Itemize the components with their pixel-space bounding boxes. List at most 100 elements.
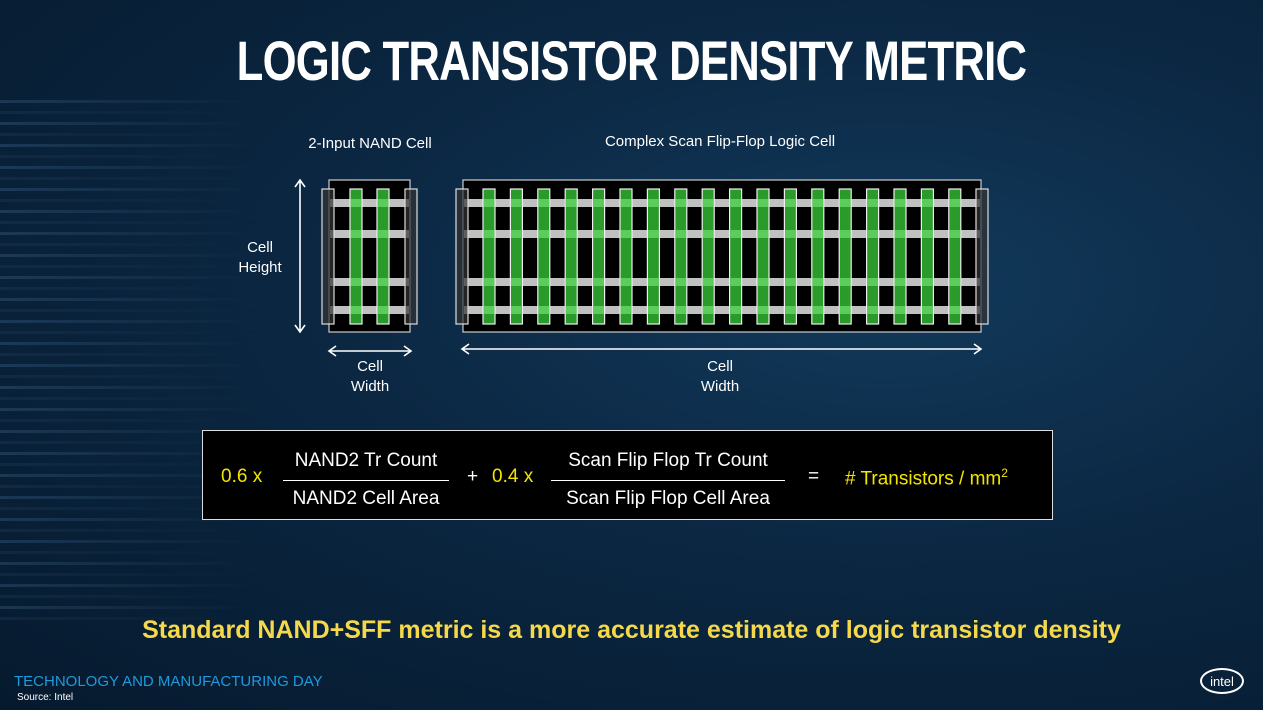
source-note: Source: Intel	[17, 692, 74, 703]
sff-gate-overlap	[785, 230, 796, 238]
sff-gate-overlap	[511, 306, 522, 314]
sff-gate	[783, 188, 798, 325]
sff-gate-overlap	[839, 278, 851, 286]
result-text: # Transistors / mm	[845, 468, 1002, 490]
sff-width-label: Cell Width	[680, 357, 760, 397]
sff-right-pin	[975, 188, 989, 325]
sff-gate-overlap	[565, 278, 577, 286]
nand-gate-overlap	[377, 230, 389, 238]
sff-metal-rail	[464, 230, 980, 238]
cell-diagram	[294, 178, 989, 357]
sff-left-pin	[455, 188, 469, 325]
sff-gate-overlap	[922, 278, 933, 286]
sff-gate-overlap	[867, 278, 878, 286]
sff-gate-overlap	[675, 306, 687, 314]
sff-gate	[728, 188, 743, 325]
sff-gate-overlap	[565, 306, 577, 314]
sff-gate-overlap	[675, 199, 687, 207]
sff-gate-overlap	[867, 230, 878, 238]
sff-gate-overlap	[757, 306, 769, 314]
sff-gate-overlap	[949, 230, 961, 238]
sff-gate	[838, 188, 852, 325]
sff-gate-overlap	[812, 306, 824, 314]
sff-gate-overlap	[565, 230, 577, 238]
sff-width-arrow	[460, 343, 983, 355]
sff-coefficient: 0.4 x	[492, 466, 534, 487]
sff-gate-overlap	[730, 306, 741, 314]
sff-gate-overlap	[593, 306, 604, 314]
sff-gate-overlap	[620, 199, 632, 207]
sff-width-label-line1: Cell	[707, 358, 733, 375]
sff-gate-overlap	[730, 230, 741, 238]
density-formula: 0.6 x NAND2 Tr Count NAND2 Cell Area + 0…	[202, 430, 1053, 520]
nand-width-arrow	[327, 345, 413, 357]
sff-gate-overlap	[730, 199, 741, 207]
sff-gate-overlap	[785, 278, 796, 286]
sff-gate-overlap	[483, 230, 495, 238]
sff-gate-overlap	[538, 278, 550, 286]
sff-gate-overlap	[648, 306, 659, 314]
sff-gate-overlap	[675, 230, 687, 238]
sff-gate-overlap	[839, 230, 851, 238]
nand-fraction: NAND2 Tr Count NAND2 Cell Area	[283, 450, 449, 510]
sff-gate-overlap	[757, 199, 769, 207]
cell-height-label-line1: Cell	[247, 239, 273, 256]
nand-width-label-line1: Cell	[357, 358, 383, 375]
nand-metal-rail	[330, 306, 409, 314]
nand-gate-overlap	[350, 199, 362, 207]
sff-gate-overlap	[702, 306, 714, 314]
nand-denominator: NAND2 Cell Area	[292, 488, 440, 509]
sff-gate-overlap	[593, 199, 604, 207]
sff-gate-overlap	[894, 199, 906, 207]
event-footer: TECHNOLOGY AND MANUFACTURING DAY	[14, 673, 323, 690]
cell-height-label-line2: Height	[238, 259, 282, 276]
formula-result: # Transistors / mm2	[845, 466, 1008, 490]
sff-gate	[537, 188, 551, 325]
nand-gate	[376, 188, 390, 325]
sff-gate-overlap	[839, 199, 851, 207]
sff-gate-overlap	[702, 230, 714, 238]
sff-gate-overlap	[511, 199, 522, 207]
sff-gate-overlap	[894, 230, 906, 238]
nand-coefficient: 0.6 x	[221, 466, 263, 487]
cell-height-label: Cell Height	[225, 238, 295, 278]
sff-denominator: Scan Flip Flop Cell Area	[566, 488, 770, 509]
sff-gate-overlap	[620, 230, 632, 238]
sff-gate-overlap	[867, 306, 878, 314]
sff-gate-overlap	[620, 306, 632, 314]
sff-gate-overlap	[620, 278, 632, 286]
nand-gate	[349, 188, 363, 325]
result-superscript: 2	[1001, 466, 1008, 480]
sff-gate-overlap	[702, 278, 714, 286]
sff-gate-overlap	[922, 306, 933, 314]
sff-metal-rail	[464, 278, 980, 286]
sff-gate	[509, 188, 523, 325]
sff-gate-overlap	[812, 199, 824, 207]
sff-gate	[865, 188, 880, 325]
intel-logo: intel	[1200, 668, 1244, 694]
sff-gate-overlap	[538, 199, 550, 207]
nand-width-label-line2: Width	[350, 378, 390, 395]
tagline: Standard NAND+SFF metric is a more accur…	[142, 616, 1121, 644]
sff-gate-overlap	[922, 199, 933, 207]
sff-gate-overlap	[483, 199, 495, 207]
sff-metal-rail	[464, 199, 980, 207]
plus-sign: +	[467, 466, 479, 487]
sff-gate-overlap	[538, 230, 550, 238]
nand-gate-overlap	[350, 230, 362, 238]
sff-gate	[619, 188, 633, 325]
sff-gate-overlap	[839, 306, 851, 314]
cell-height-arrow	[294, 178, 306, 334]
sff-gate-overlap	[922, 230, 933, 238]
sff-gate	[674, 188, 688, 325]
sff-gate-overlap	[511, 278, 522, 286]
sff-gate-overlap	[949, 306, 961, 314]
sff-gate-overlap	[757, 230, 769, 238]
sff-numerator: Scan Flip Flop Tr Count	[551, 450, 785, 481]
sff-gate-overlap	[593, 278, 604, 286]
sff-cell-label: Complex Scan Flip-Flop Logic Cell	[604, 133, 836, 150]
sff-gate-overlap	[894, 306, 906, 314]
sff-gate	[701, 188, 715, 325]
sff-gate-overlap	[785, 199, 796, 207]
nand-gate-overlap	[377, 199, 389, 207]
